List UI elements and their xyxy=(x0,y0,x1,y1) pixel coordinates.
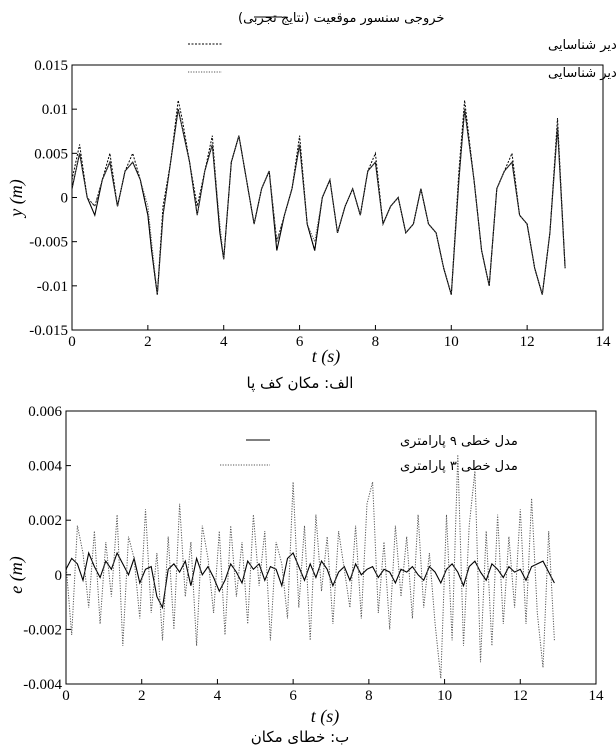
plot-frame xyxy=(71,64,604,331)
caption-1: الف: مکان کف پا xyxy=(247,374,354,393)
y-tick-label: 0.005 xyxy=(34,146,68,162)
x-tick-label: 0 xyxy=(62,688,70,704)
x-tick-label: 4 xyxy=(214,688,222,704)
series-3-param-model xyxy=(71,109,566,295)
y-axis-label-2: e (m) xyxy=(6,556,27,593)
y-tick-label: -0.01 xyxy=(37,279,68,295)
y-tick-label: -0.015 xyxy=(29,323,68,339)
chart-position-error: مدل خطی ۹ پارامتری مدل خطی ۳ پارامتری e … xyxy=(6,404,604,746)
legend-2: مدل خطی ۹ پارامتری مدل خطی ۳ پارامتری xyxy=(220,434,518,474)
y-tick-label: 0.002 xyxy=(28,513,62,529)
y-tick-label: 0.006 xyxy=(28,404,62,420)
y-tick-label: 0 xyxy=(55,568,63,584)
plot-frame xyxy=(65,410,597,685)
legend-2-entry-2: مدل خطی ۳ پارامتری xyxy=(400,459,518,474)
series-sensor-output xyxy=(71,109,566,295)
legend-1-entry-1: خروجی سنسور موقعیت (نتایج تجربی) xyxy=(238,11,444,26)
legend-1-entry-3: خروجی مدل خطی ۳ پارامتری با مقادیر شناسا… xyxy=(548,66,616,81)
legend-1: خروجی سنسور موقعیت (نتایج تجربی) خروجی م… xyxy=(188,11,616,81)
x-tick-label: 12 xyxy=(520,334,535,350)
series-9-param-model xyxy=(71,100,566,295)
x-tick-label: 14 xyxy=(589,688,605,704)
y-tick-label: 0.004 xyxy=(28,459,62,475)
y-axis-label-1: y (m) xyxy=(6,179,27,218)
x-tick-label: 0 xyxy=(68,334,76,350)
x-tick-label: 6 xyxy=(296,334,304,350)
x-axis-label-1: t (s) xyxy=(312,346,341,367)
x-tick-label: 14 xyxy=(596,334,612,350)
y-tick-label: 0.015 xyxy=(34,58,68,74)
chart-foot-position: خروجی سنسور موقعیت (نتایج تجربی) خروجی م… xyxy=(6,11,616,393)
legend-2-entry-1: مدل خطی ۹ پارامتری xyxy=(400,434,518,449)
x-tick-label: 2 xyxy=(138,688,146,704)
x-tick-label: 12 xyxy=(513,688,528,704)
x-tick-label: 2 xyxy=(144,334,152,350)
y-tick-label: -0.004 xyxy=(23,677,62,693)
caption-2: ب: خطای مکان xyxy=(251,728,350,746)
series-3-param-error xyxy=(65,454,555,679)
x-axis-label-2: t (s) xyxy=(311,706,340,727)
y-tick-label: -0.005 xyxy=(29,235,68,251)
x-tick-label: 8 xyxy=(372,334,380,350)
x-tick-label: 6 xyxy=(289,688,297,704)
legend-1-entry-2: خروجی مدل خطی ۹ پارامتری با مقادیر شناسا… xyxy=(548,38,616,53)
series-9-param-error xyxy=(65,551,555,610)
y-tick-label: 0 xyxy=(61,191,69,207)
x-tick-label: 10 xyxy=(444,334,459,350)
x-tick-label: 10 xyxy=(437,688,452,704)
y-tick-label: -0.002 xyxy=(23,622,62,638)
x-tick-label: 8 xyxy=(365,688,373,704)
x-tick-label: 4 xyxy=(220,334,228,350)
y-tick-label: 0.01 xyxy=(42,102,68,118)
